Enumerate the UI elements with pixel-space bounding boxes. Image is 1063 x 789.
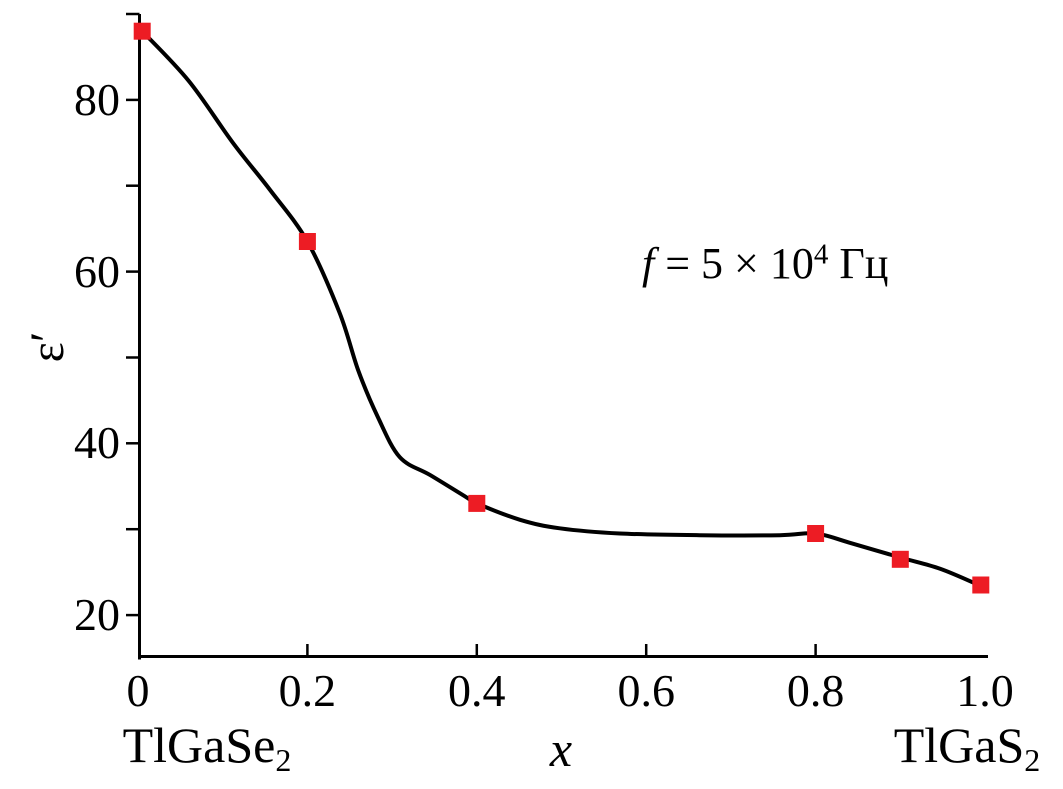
frequency-annotation: f = 5 × 104 Гц <box>642 238 888 289</box>
x-tick-label: 0.2 <box>278 665 337 716</box>
y-tick-label: 40 <box>74 417 120 469</box>
annotation-unit: Гц <box>828 239 889 288</box>
right-endmember-label: TlGaS2 <box>837 716 1063 779</box>
data-curve <box>140 29 982 588</box>
data-point-marker <box>891 550 909 568</box>
y-tick-label: 20 <box>74 589 120 641</box>
left-endmember-formula: TlGaSe <box>122 717 276 773</box>
y-axis-label: ε′ <box>21 331 74 363</box>
x-axis-label: x <box>549 721 573 777</box>
annotation-value: = 5 × 10 <box>654 239 814 288</box>
right-endmember-subscript: 2 <box>1024 741 1041 778</box>
data-point-marker <box>807 525 825 542</box>
y-tick-label: 60 <box>74 245 120 297</box>
data-point-marker <box>133 22 151 40</box>
left-endmember-label: TlGaSe2 <box>77 716 337 779</box>
x-tick-label: 0.6 <box>617 665 675 716</box>
x-tick-label: 0.4 <box>448 665 506 716</box>
data-point-marker <box>468 494 486 512</box>
right-endmember-formula: TlGaS <box>893 717 1025 773</box>
y-tick-label: 80 <box>74 73 120 125</box>
x-tick-label: 0 <box>126 665 150 716</box>
x-tick-label: 1.0 <box>956 665 1014 716</box>
data-point-marker <box>298 233 316 250</box>
annotation-variable: f <box>642 239 655 288</box>
annotation-exponent: 4 <box>813 238 829 271</box>
data-point-marker <box>972 576 990 594</box>
x-tick-label: 0.8 <box>786 665 845 716</box>
left-endmember-subscript: 2 <box>275 741 292 778</box>
